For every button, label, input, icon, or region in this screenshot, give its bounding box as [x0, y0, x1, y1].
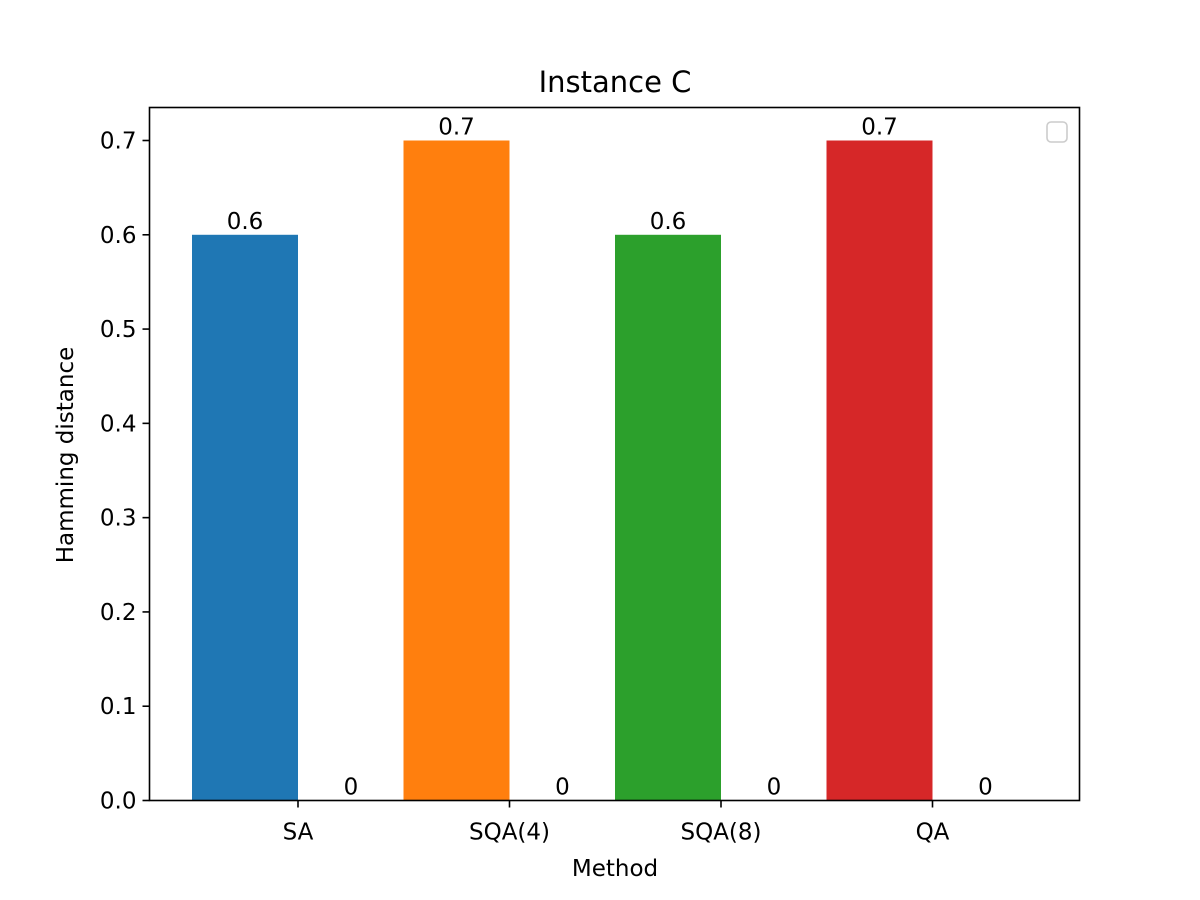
x-tick-label: QA: [916, 820, 950, 846]
bar-0-1: [403, 140, 510, 801]
x-axis: SA SQA(4) SQA(8) QA: [283, 800, 950, 846]
y-axis: 0.0 0.1 0.2 0.3 0.4 0.5 0.6 0.7: [100, 129, 150, 815]
chart-title: Instance C: [539, 65, 692, 99]
bar-value-label-1-2: 0: [767, 775, 782, 801]
x-tick-label: SQA(8): [680, 820, 761, 846]
plot-frame: [148, 106, 1081, 802]
y-tick-label: 0.1: [100, 694, 137, 720]
bar-value-label-1-0: 0: [344, 775, 359, 801]
bar-0-0: [192, 234, 298, 801]
y-tick-label: 0.5: [100, 317, 137, 343]
y-tick-label: 0.7: [100, 129, 137, 155]
bars-layer: 0.6 0.7 0.6 0.7 0 0 0 0: [192, 115, 993, 801]
bar-value-label-1-3: 0: [978, 775, 993, 801]
legend-box: [1046, 121, 1068, 143]
y-tick-label: 0.0: [100, 789, 137, 815]
bar-value-label-0-2: 0.6: [650, 209, 687, 235]
x-tick-label: SA: [283, 820, 314, 846]
y-tick-label: 0.6: [100, 223, 137, 249]
x-tick-label: SQA(4): [469, 820, 550, 846]
y-tick-label: 0.3: [100, 506, 137, 532]
y-tick-label: 0.4: [100, 411, 137, 437]
bar-0-2: [615, 234, 721, 801]
bar-value-label-1-1: 0: [555, 775, 570, 801]
y-axis-label: Hamming distance: [53, 347, 79, 564]
y-tick-label: 0.2: [100, 600, 137, 626]
bar-0-3: [826, 140, 933, 801]
x-axis-label: Method: [572, 856, 658, 882]
bar-value-label-0-0: 0.6: [227, 209, 264, 235]
bar-value-label-0-1: 0.7: [438, 115, 475, 141]
bar-value-label-0-3: 0.7: [861, 115, 898, 141]
